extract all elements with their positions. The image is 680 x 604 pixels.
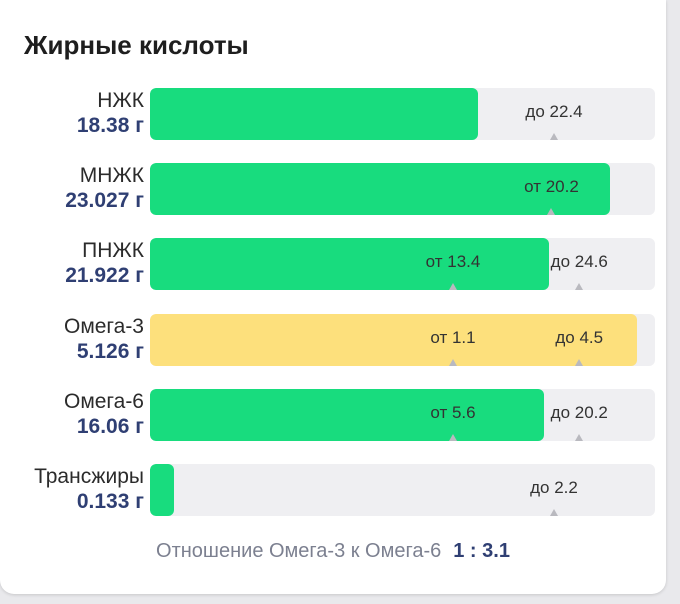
nutrient-name: МНЖК [79, 164, 144, 187]
fatty-acids-card: Жирные кислоты НЖК 18.38 г до 22.4 МНЖК 23.0… [0, 0, 666, 594]
nutrient-name: Омега-6 [63, 390, 144, 413]
progress-track: от 20.2 [150, 163, 655, 215]
nutrient-name: Омега-3 [63, 315, 144, 338]
omega-ratio-value: 1 : 3.1 [453, 540, 510, 562]
range-marker-label: от 13.4 [425, 252, 481, 271]
nutrient-label: НЖК 18.38 г [77, 88, 144, 138]
nutrient-label: Трансжиры 0.133 г [34, 464, 144, 514]
progress-fill [150, 238, 549, 290]
nutrient-name: ПНЖК [82, 239, 144, 262]
nutrient-amount: 18.38 г [76, 114, 144, 137]
progress-track: от 5.6 до 20.2 [150, 389, 655, 441]
nutrient-row: Трансжиры 0.133 г до 2.2 [0, 464, 666, 516]
range-marker-label: от 5.6 [430, 403, 476, 422]
progress-fill [150, 88, 479, 140]
marker-triangle-icon [547, 208, 556, 215]
card-title: Жирные кислоты [24, 30, 249, 60]
progress-track: от 1.1 до 4.5 [150, 314, 655, 366]
nutrient-amount: 16.06 г [76, 415, 144, 438]
progress-fill [150, 314, 638, 366]
omega-ratio: Отношение Омега-3 к Омега-6 1 : 3.1 [0, 540, 666, 563]
nutrient-label: ПНЖК 21.922 г [65, 238, 144, 288]
nutrient-row: Омега-3 5.126 г от 1.1 до 4.5 [0, 314, 666, 366]
range-marker-label: до 24.6 [550, 252, 608, 271]
marker-triangle-icon [550, 133, 558, 140]
marker-triangle-icon [449, 359, 457, 366]
marker-triangle-icon [575, 359, 584, 366]
progress-track: до 2.2 [150, 464, 655, 516]
nutrient-amount: 21.922 г [65, 264, 144, 287]
progress-track: от 13.4 до 24.6 [150, 238, 655, 290]
progress-fill [150, 389, 544, 441]
progress-fill [150, 163, 610, 215]
range-marker-label: от 20.2 [524, 177, 579, 196]
marker-triangle-icon [449, 283, 457, 290]
progress-track: до 22.4 [150, 88, 655, 140]
marker-triangle-icon [575, 434, 584, 441]
nutrient-amount: 23.027 г [65, 189, 144, 212]
range-marker-label: до 22.4 [525, 102, 583, 121]
nutrient-name: НЖК [97, 89, 144, 112]
range-marker-label: до 4.5 [555, 328, 604, 347]
nutrient-row: ПНЖК 21.922 г от 13.4 до 24.6 [0, 238, 666, 290]
range-marker-label: от 1.1 [430, 328, 476, 347]
nutrient-label: Омега-6 16.06 г [64, 389, 144, 439]
marker-triangle-icon [575, 283, 584, 290]
nutrient-label: МНЖК 23.027 г [65, 163, 144, 213]
marker-triangle-icon [550, 509, 558, 516]
nutrient-row: Омега-6 16.06 г от 5.6 до 20.2 [0, 389, 666, 441]
nutrient-row: МНЖК 23.027 г от 20.2 [0, 163, 666, 215]
nutrient-label: Омега-3 5.126 г [64, 314, 144, 364]
marker-triangle-icon [449, 434, 457, 441]
range-marker-label: до 2.2 [530, 478, 578, 497]
nutrient-amount: 5.126 г [76, 340, 144, 363]
omega-ratio-label: Отношение Омега-3 к Омега-6 [156, 540, 442, 562]
nutrient-amount: 0.133 г [76, 490, 144, 513]
nutrient-name: Трансжиры [34, 465, 144, 488]
range-marker-label: до 20.2 [550, 403, 608, 422]
progress-fill [150, 464, 175, 516]
nutrient-row: НЖК 18.38 г до 22.4 [0, 88, 666, 140]
